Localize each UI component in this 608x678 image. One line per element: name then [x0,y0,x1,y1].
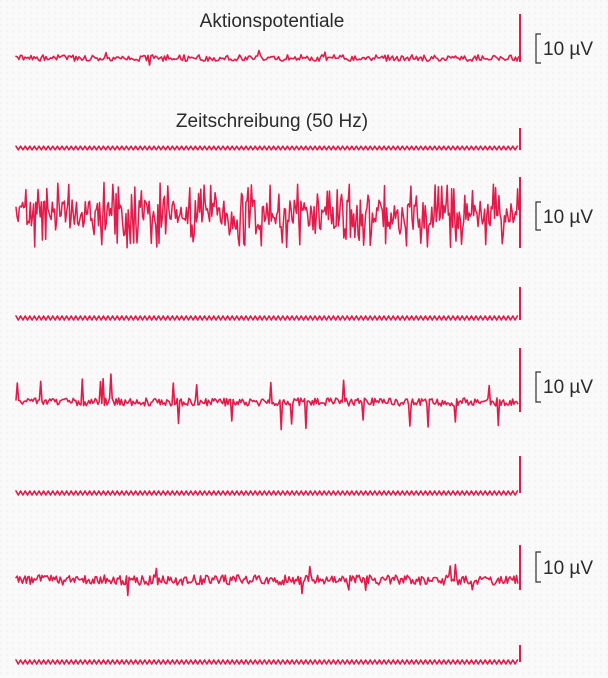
panel-4: 10 µV [15,545,593,665]
time-marker-label: Zeitschreibung (50 Hz) [176,111,368,132]
scale-label-3: 10 µV [543,377,593,398]
scale-bracket-4 [535,551,541,583]
panel-3: 10 µV [15,348,593,496]
scale-label-2: 10 µV [543,207,593,228]
action-potentials-label: Aktionspotentiale [200,11,345,32]
scale-bracket-3 [535,371,541,403]
action-potential-trace-1 [15,49,520,66]
panel-1: 10 µV [15,14,593,151]
scale-bracket-1 [535,33,541,64]
scale-bracket-2 [535,201,541,231]
scale-label-4: 10 µV [543,558,593,579]
action-potential-trace-2 [15,181,520,249]
time-marker-trace-4 [15,659,519,665]
scale-label-1: 10 µV [543,39,593,60]
action-potential-trace-4 [15,563,519,597]
time-marker-trace-3 [15,490,519,496]
action-potential-trace-3 [15,373,519,431]
panel-2: 10 µV [15,177,593,321]
time-marker-trace-2 [15,315,519,321]
time-marker-trace-1 [15,145,519,151]
